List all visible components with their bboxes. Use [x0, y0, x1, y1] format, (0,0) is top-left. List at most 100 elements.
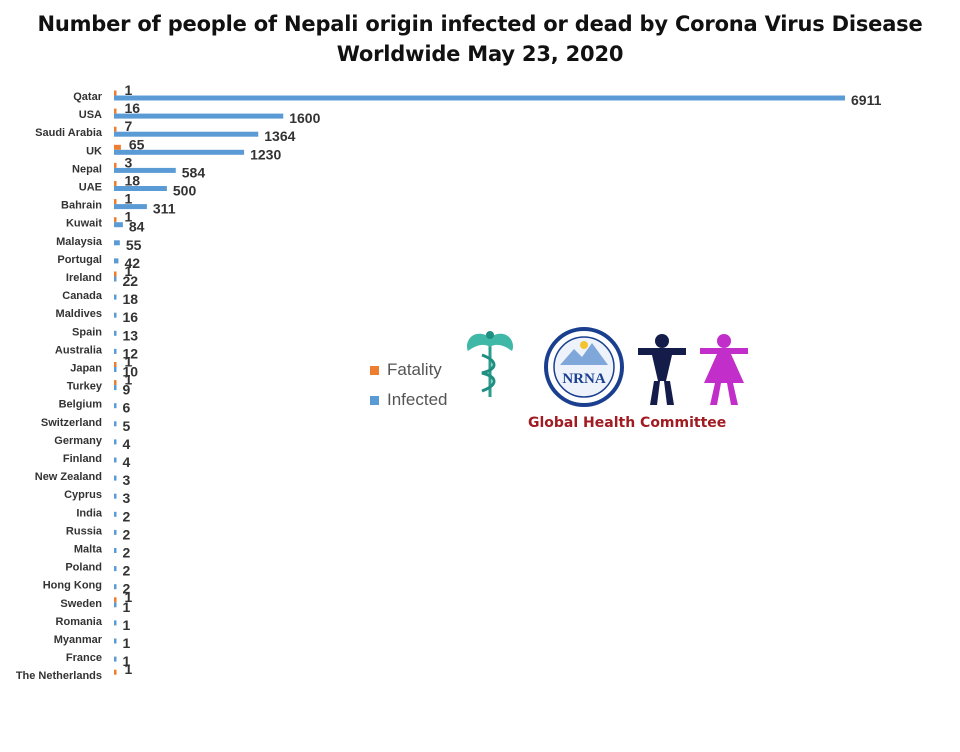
category-label-nepal: Nepal [72, 163, 102, 175]
fatality-value-nepal: 3 [125, 154, 133, 170]
infected-bar-bahrain [114, 204, 147, 210]
legend-item-fatality: Fatality [370, 355, 448, 385]
infected-value-canada: 18 [123, 291, 139, 307]
infected-value-japan: 10 [123, 364, 139, 380]
category-label-japan: Japan [70, 363, 102, 375]
fatality-value-ireland: 1 [125, 263, 133, 279]
fatality-bar-nepal [114, 162, 117, 168]
legend-swatch-fatality [370, 365, 379, 375]
infected-bar-portugal [114, 258, 119, 264]
legend-label-infected: Infected [387, 390, 448, 409]
infected-value-russia: 2 [123, 526, 131, 542]
infected-bar-kuwait [114, 222, 123, 228]
infected-value-romania: 1 [123, 617, 131, 633]
chart-title-line-1: Number of people of Nepali origin infect… [37, 12, 923, 36]
category-label-maldives: Maldives [56, 308, 102, 320]
fatality-value-kuwait: 1 [125, 209, 133, 225]
category-label-kuwait: Kuwait [66, 218, 102, 230]
category-label-australia: Australia [55, 344, 103, 356]
fatality-bar-ireland [114, 271, 117, 277]
fatality-value-sweden: 1 [125, 589, 133, 605]
infected-value-usa: 1600 [289, 110, 320, 126]
infected-value-myanmar: 1 [123, 635, 131, 651]
infected-value-nepal: 584 [182, 164, 206, 180]
fatality-bar-usa [114, 108, 117, 114]
fatality-bar-kuwait [114, 217, 117, 223]
infected-bar-usa [114, 113, 284, 119]
chart-title-line-2: Worldwide May 23, 2020 [336, 42, 624, 66]
category-label-hong-kong: Hong Kong [43, 580, 102, 592]
category-label-poland: Poland [65, 562, 102, 574]
infected-bar-maldives [114, 312, 117, 318]
infected-bar-spain [114, 330, 117, 336]
category-label-ireland: Ireland [66, 272, 102, 284]
fatality-value-turkey: 1 [125, 372, 133, 388]
infected-bar-turkey [114, 385, 117, 391]
infected-value-qatar: 6911 [851, 92, 882, 108]
infected-bar-new-zealand [114, 475, 117, 481]
category-label-saudi-arabia: Saudi Arabia [35, 127, 103, 139]
infected-bar-uk [114, 149, 245, 155]
infected-bar-nepal [114, 167, 176, 173]
infected-value-uk: 1230 [250, 146, 281, 162]
infected-bar-ireland [114, 276, 117, 282]
nrna-logo: NRNA [466, 327, 748, 407]
nrna-emblem-icon: NRNA [544, 327, 624, 407]
infected-value-belgium: 6 [123, 400, 131, 416]
infected-value-portugal: 42 [124, 255, 140, 271]
fatality-bar-uk [114, 144, 121, 150]
infected-value-turkey: 9 [123, 382, 131, 398]
category-label-spain: Spain [72, 326, 102, 338]
infected-bar-finland [114, 457, 117, 463]
infected-value-finland: 4 [123, 454, 131, 470]
category-label-belgium: Belgium [59, 399, 103, 411]
category-label-cyprus: Cyprus [64, 489, 102, 501]
female-figure-icon [700, 334, 748, 405]
fatality-bar-saudi-arabia [114, 126, 117, 132]
fatality-value-uae: 18 [125, 173, 141, 189]
category-label-sweden: Sweden [60, 598, 102, 610]
infected-bar-uae [114, 186, 167, 191]
infected-value-bahrain: 311 [153, 201, 176, 217]
infected-value-uae: 500 [173, 183, 197, 199]
legend: Fatality Infected [370, 355, 448, 415]
fatality-bar-turkey [114, 380, 117, 386]
infected-bar-russia [114, 529, 117, 535]
fatality-bar-bahrain [114, 199, 117, 205]
category-label-switzerland: Switzerland [41, 417, 102, 429]
category-label-romania: Romania [56, 616, 103, 628]
category-label-india: India [76, 507, 103, 519]
category-label-france: France [66, 652, 102, 664]
infected-bar-cyprus [114, 493, 117, 499]
infected-value-kuwait: 84 [129, 219, 145, 235]
infected-bar-canada [114, 294, 117, 300]
fatality-bar-the-netherlands [114, 669, 117, 675]
infected-bar-india [114, 511, 117, 517]
infected-bar-belgium [114, 403, 117, 409]
infected-bar-romania [114, 620, 117, 626]
fatality-bar-qatar [114, 90, 117, 96]
infected-value-india: 2 [123, 508, 131, 524]
infected-value-france: 1 [123, 653, 131, 669]
category-label-qatar: Qatar [73, 91, 102, 103]
fatality-bar-uae [114, 181, 117, 186]
legend-label-fatality: Fatality [387, 360, 442, 379]
fatality-value-saudi-arabia: 7 [125, 118, 133, 134]
infected-bar-qatar [114, 95, 845, 101]
category-label-canada: Canada [62, 290, 103, 302]
fatality-value-usa: 16 [125, 100, 141, 116]
logo-text: NRNA [562, 371, 605, 387]
infected-bar-switzerland [114, 421, 117, 427]
fatality-bar-japan [114, 362, 117, 367]
infected-value-germany: 4 [123, 436, 131, 452]
legend-item-infected: Infected [370, 385, 448, 415]
infected-bar-australia [114, 348, 117, 354]
male-figure-icon [638, 334, 686, 405]
infected-value-ireland: 22 [123, 273, 139, 289]
fatality-value-japan: 1 [125, 354, 133, 370]
category-label-turkey: Turkey [67, 381, 103, 393]
infected-bar-myanmar [114, 638, 117, 644]
infected-bar-sweden [114, 602, 117, 608]
infected-bar-hong-kong [114, 584, 117, 590]
infected-bar-japan [114, 367, 117, 372]
